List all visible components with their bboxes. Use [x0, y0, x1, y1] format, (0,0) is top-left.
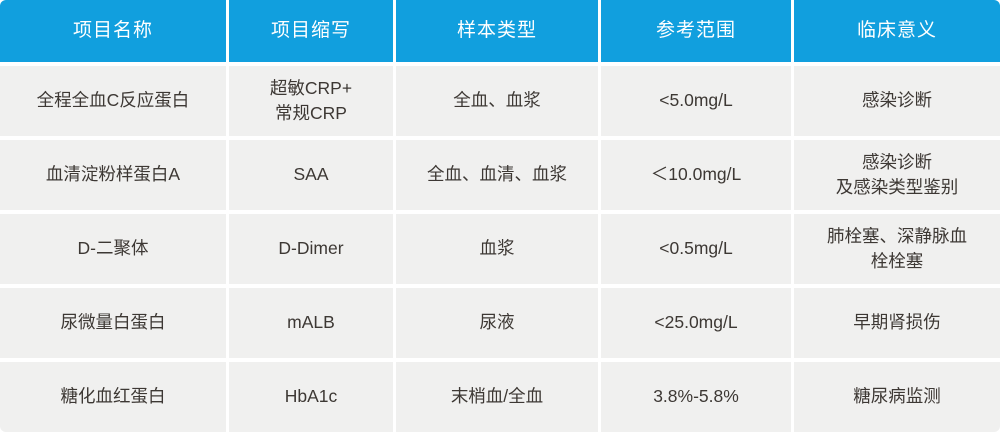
column-header-clinical-significance: 临床意义	[794, 0, 1000, 62]
cell-project-name: 尿微量白蛋白	[0, 288, 226, 358]
cell-abbreviation: 超敏CRP+ 常规CRP	[229, 66, 393, 136]
cell-clinical-significance: 肺栓塞、深静脉血 栓栓塞	[794, 214, 1000, 284]
cell-clinical-significance: 早期肾损伤	[794, 288, 1000, 358]
column-header-project-name: 项目名称	[0, 0, 226, 62]
cell-sample-type: 血浆	[396, 214, 598, 284]
cell-reference-range: 3.8%-5.8%	[601, 362, 791, 432]
cell-project-name: 糖化血红蛋白	[0, 362, 226, 432]
cell-sample-type: 全血、血浆	[396, 66, 598, 136]
cell-clinical-significance: 感染诊断 及感染类型鉴别	[794, 140, 1000, 210]
cell-sample-type: 末梢血/全血	[396, 362, 598, 432]
column-header-abbreviation: 项目缩写	[229, 0, 393, 62]
cell-abbreviation: SAA	[229, 140, 393, 210]
cell-project-name: D-二聚体	[0, 214, 226, 284]
cell-abbreviation: mALB	[229, 288, 393, 358]
cell-reference-range: <5.0mg/L	[601, 66, 791, 136]
cell-abbreviation: HbA1c	[229, 362, 393, 432]
cell-abbreviation: D-Dimer	[229, 214, 393, 284]
cell-reference-range: ＜10.0mg/L	[601, 140, 791, 210]
cell-sample-type: 全血、血清、血浆	[396, 140, 598, 210]
cell-clinical-significance: 感染诊断	[794, 66, 1000, 136]
cell-project-name: 全程全血C反应蛋白	[0, 66, 226, 136]
cell-clinical-significance: 糖尿病监测	[794, 362, 1000, 432]
cell-sample-type: 尿液	[396, 288, 598, 358]
cell-reference-range: <25.0mg/L	[601, 288, 791, 358]
cell-project-name: 血清淀粉样蛋白A	[0, 140, 226, 210]
column-header-reference-range: 参考范围	[601, 0, 791, 62]
column-header-sample-type: 样本类型	[396, 0, 598, 62]
cell-reference-range: <0.5mg/L	[601, 214, 791, 284]
